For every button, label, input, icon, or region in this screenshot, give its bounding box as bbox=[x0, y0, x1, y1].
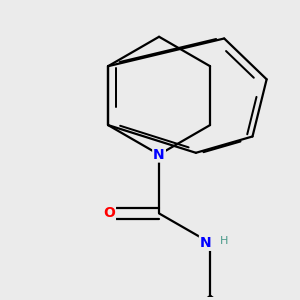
Text: N: N bbox=[200, 236, 212, 250]
Text: N: N bbox=[153, 148, 165, 161]
Text: O: O bbox=[103, 206, 115, 220]
Text: H: H bbox=[220, 236, 228, 246]
